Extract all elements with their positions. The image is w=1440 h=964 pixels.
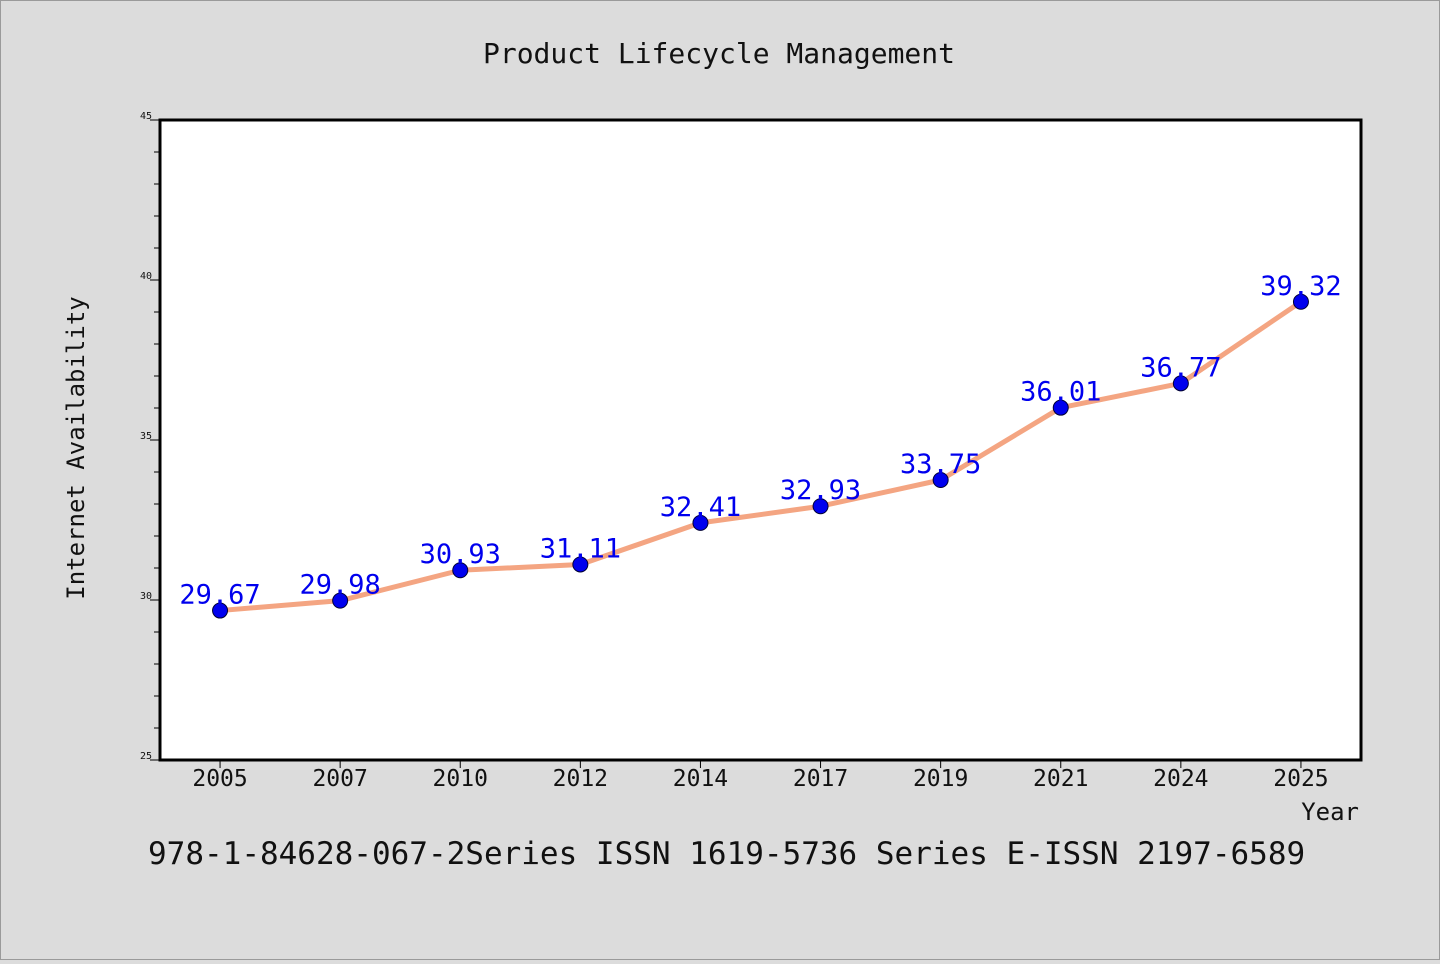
y-tick-label: 45 — [140, 111, 152, 122]
x-tick-label: 2019 — [913, 766, 968, 792]
data-point — [1052, 399, 1069, 416]
data-label: 36.77 — [1140, 352, 1221, 383]
series-line — [217, 299, 1304, 614]
x-tick-label: 2005 — [192, 766, 247, 792]
data-point — [212, 602, 229, 619]
data-label: 29.98 — [300, 570, 381, 601]
x-tick-label: 2014 — [673, 766, 728, 792]
chart-title: Product Lifecycle Management — [483, 37, 955, 70]
data-point — [1292, 293, 1309, 310]
data-label: 36.01 — [1020, 377, 1101, 408]
y-tick-label: 40 — [140, 271, 152, 282]
y-tick-label: 35 — [140, 431, 152, 442]
data-labels: 29.67 29.98 30.93 31.11 32.41 32.93 33.75 36.01… — [179, 271, 1341, 611]
x-tick-label: 2017 — [793, 766, 848, 792]
data-point — [932, 472, 949, 488]
data-label: 29.67 — [179, 580, 260, 611]
data-label: 39.32 — [1260, 271, 1341, 302]
x-axis: 2005 2007 2010 2012 2014 2017 2019 2021 2024 2025 — [192, 760, 1329, 792]
data-point — [1172, 375, 1189, 392]
footer-text: 978-1-84628-067-2Series ISSN 1619-5736 S… — [148, 836, 1305, 872]
x-tick-label: 2024 — [1153, 766, 1208, 792]
data-label: 32.93 — [780, 475, 861, 506]
x-tick-label: 2025 — [1273, 766, 1328, 792]
data-point — [692, 514, 709, 531]
series-group — [212, 293, 1309, 619]
x-tick-label: 2007 — [312, 766, 367, 792]
data-label: 30.93 — [420, 539, 501, 570]
x-tick-label: 2012 — [553, 766, 608, 792]
x-axis-label: Year — [1301, 798, 1359, 826]
plot-area — [160, 120, 1361, 760]
data-label: 33.75 — [900, 449, 981, 480]
x-tick-label: 2010 — [433, 766, 488, 792]
data-point — [572, 556, 589, 573]
data-point — [332, 592, 349, 609]
y-axis: 25 30 35 40 45 — [140, 111, 160, 762]
data-point — [452, 562, 469, 579]
y-tick-label: 25 — [140, 751, 152, 762]
data-point — [812, 498, 829, 515]
data-label: 32.41 — [660, 492, 741, 523]
x-tick-label: 2021 — [1033, 766, 1088, 792]
data-label: 31.11 — [540, 533, 621, 564]
y-tick-label: 30 — [140, 591, 152, 602]
plot-border — [158, 118, 1363, 762]
y-axis-label: Internet Availability — [62, 296, 90, 599]
